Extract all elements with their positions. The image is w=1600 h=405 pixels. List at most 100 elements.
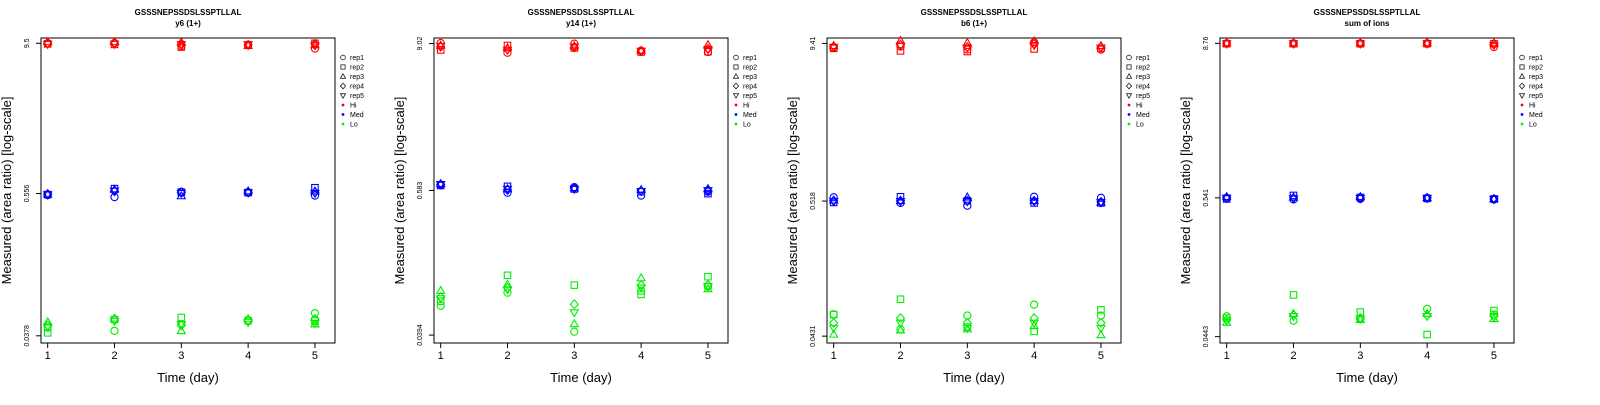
x-axis-label: Time (day) [157, 370, 219, 385]
data-point [436, 297, 445, 306]
x-tick-label: 4 [1424, 350, 1430, 362]
x-tick-label: 4 [1031, 350, 1037, 362]
legend-label: Med [1136, 112, 1150, 119]
data-point [962, 192, 973, 201]
data-point [895, 42, 906, 52]
legend-label: Hi [1529, 103, 1536, 110]
legend-symbol [1125, 82, 1133, 90]
legend-symbol [1126, 54, 1132, 61]
data-point [569, 182, 580, 192]
data-point [42, 316, 53, 326]
data-point [1029, 320, 1040, 330]
data-point [569, 318, 580, 328]
data-point [176, 321, 187, 330]
data-point [636, 47, 647, 57]
data-point [176, 189, 187, 199]
legend-label: rep4 [1529, 84, 1543, 91]
y-axis-label: Measured (area ratio) [log-scale] [0, 97, 14, 285]
plot-frame [826, 37, 1122, 344]
data-point [1096, 317, 1106, 329]
data-point [310, 42, 320, 51]
data-point [569, 299, 580, 310]
data-point [569, 309, 580, 318]
legend-color-dot [1520, 122, 1524, 126]
y-tick-label: 9.41 [810, 37, 817, 51]
data-point [962, 317, 973, 329]
legend-label: Med [743, 112, 757, 119]
data-point [42, 188, 53, 198]
x-tick-label: 1 [1224, 350, 1230, 362]
legend-label: Med [350, 112, 364, 119]
data-point [962, 324, 973, 334]
data-point [1096, 193, 1106, 202]
data-point [1221, 40, 1232, 49]
x-axis-label: Time (day) [550, 370, 612, 385]
data-point [895, 195, 906, 205]
data-point [828, 324, 839, 334]
data-point [963, 47, 972, 56]
data-point [636, 188, 647, 197]
legend-symbol [732, 73, 740, 79]
data-point [42, 40, 53, 50]
data-point [895, 198, 906, 207]
data-point [1422, 312, 1433, 322]
data-point [1221, 191, 1232, 201]
x-tick-label: 3 [571, 350, 577, 362]
data-point [704, 47, 712, 56]
data-point [962, 198, 973, 207]
legend-color-dot [341, 103, 345, 107]
data-point [310, 313, 320, 325]
plot-frame [433, 37, 729, 344]
data-point [1422, 192, 1433, 202]
data-point [1029, 192, 1039, 201]
chart-subtitle: b6 (1+) [961, 19, 987, 28]
data-point [828, 198, 839, 207]
chart-title: GSSSNEPSSDSLSSPTLLAL [135, 8, 242, 17]
plot-frame [1219, 37, 1515, 344]
chart-title: GSSSNEPSSDSLSSPTLLAL [1314, 8, 1421, 17]
x-tick-label: 3 [964, 350, 970, 362]
x-tick-label: 3 [178, 350, 184, 362]
legend-label: rep2 [743, 65, 757, 72]
legend-color-dot [1520, 103, 1524, 107]
data-point [570, 327, 579, 336]
data-point [436, 46, 445, 54]
chart-panel-2: GSSSNEPSSDSLSSPTLLAL y14 (1+) 1 2 3 4 5 9.02 0.5… [392, 8, 757, 385]
x-axis-label: Time (day) [1336, 370, 1398, 385]
legend-label: rep5 [1136, 93, 1150, 100]
legend-symbol [339, 82, 347, 90]
legend-label: rep1 [350, 55, 364, 62]
legend-label: Hi [743, 103, 750, 110]
legend-color-dot [1127, 122, 1131, 126]
y-tick-label: 9.5 [24, 38, 31, 48]
legend-label: rep3 [350, 74, 364, 81]
legend-label: rep1 [743, 55, 757, 62]
data-point [1096, 329, 1106, 339]
data-point [1288, 40, 1299, 49]
legend-symbol [340, 54, 346, 61]
data-point [502, 46, 513, 56]
data-point [1029, 198, 1040, 207]
data-point [1355, 40, 1366, 49]
data-point [243, 41, 254, 50]
data-point [896, 192, 905, 201]
data-point [570, 281, 579, 289]
legend-symbol [1126, 64, 1132, 70]
legend-label: Hi [1136, 103, 1143, 110]
y-tick-label: 0.541 [1203, 189, 1210, 207]
x-axis-label: Time (day) [943, 370, 1005, 385]
chart-panel-4: GSSSNEPSSDSLSSPTLLAL sum of ions 1 2 3 4 5 8.76… [1178, 8, 1543, 385]
y-tick-label: 8.76 [1203, 36, 1210, 50]
legend-label: rep4 [1136, 84, 1150, 91]
x-tick-label: 5 [312, 350, 318, 362]
data-point [1422, 37, 1433, 47]
data-point [1355, 315, 1366, 325]
legend-color-dot [734, 103, 738, 107]
legend-label: rep3 [1136, 74, 1150, 81]
data-point [828, 40, 839, 50]
data-point [310, 309, 320, 318]
data-point [1422, 40, 1433, 49]
x-tick-label: 5 [1098, 350, 1104, 362]
data-point [703, 46, 713, 55]
